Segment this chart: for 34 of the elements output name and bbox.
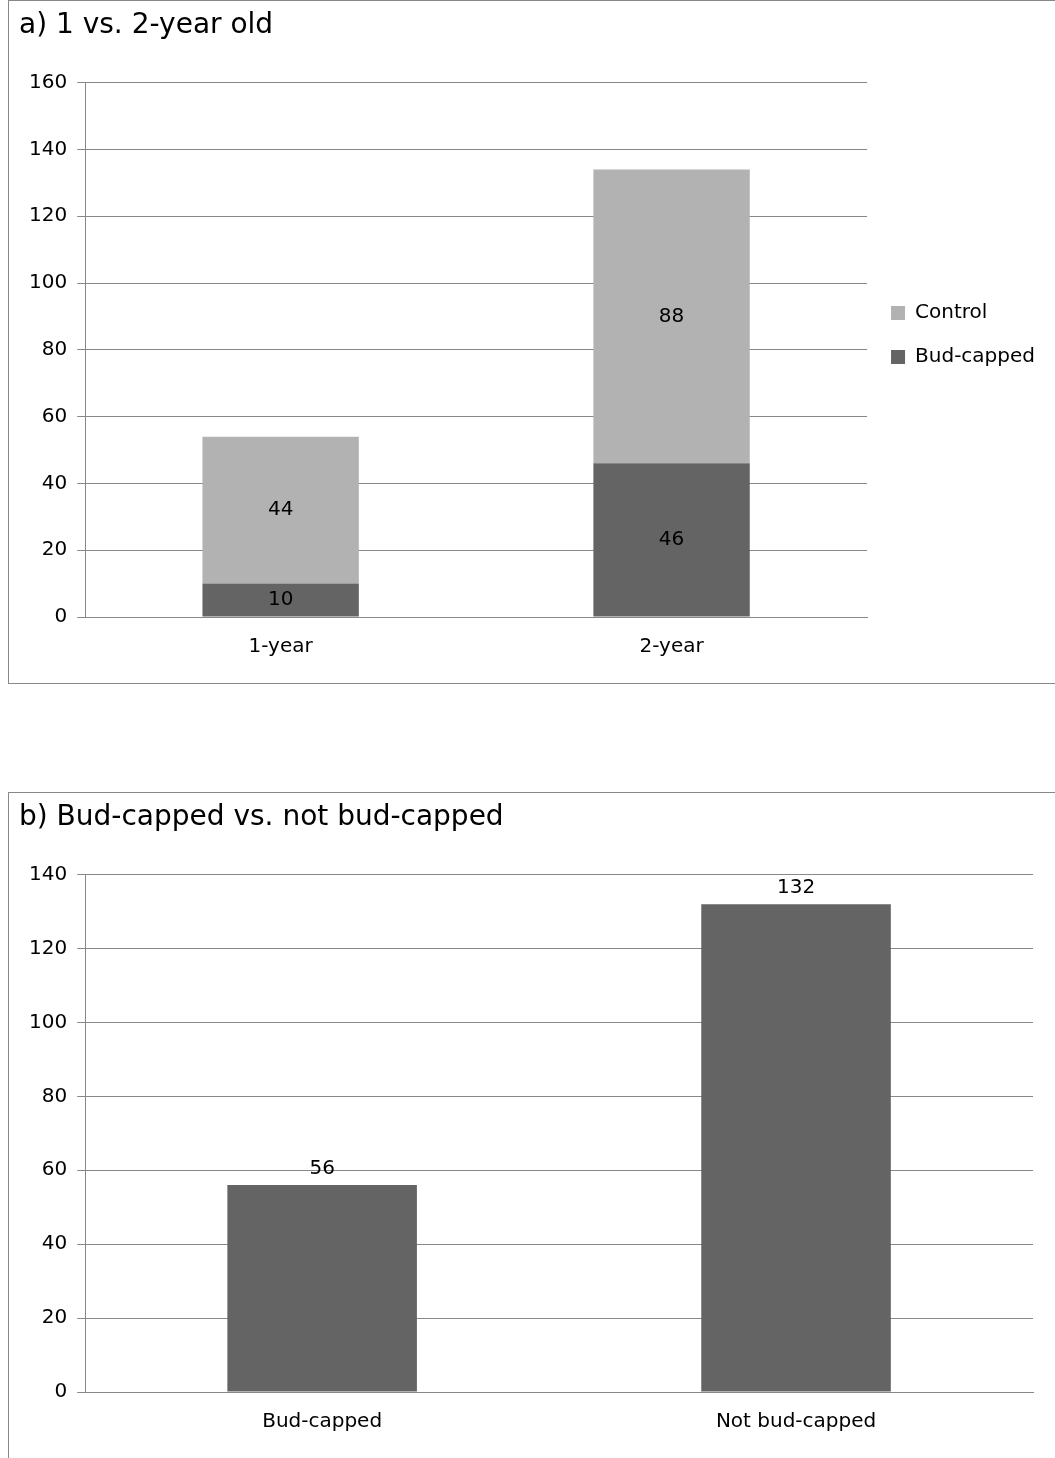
y-tick-label: 0	[54, 1378, 68, 1403]
y-tick-label: 120	[28, 934, 68, 959]
y-tick-label: 100	[28, 269, 68, 294]
y-tick-label: 100	[28, 1008, 68, 1033]
data-label: 88	[658, 302, 685, 327]
bar	[202, 436, 359, 584]
chart-title: a) 1 vs. 2-year old	[19, 7, 274, 41]
bar	[593, 463, 750, 617]
y-tick-label: 80	[41, 1082, 68, 1107]
x-tick-label: Not bud-capped	[715, 1408, 877, 1433]
bar	[202, 583, 359, 617]
legend-label: Bud-capped	[915, 343, 1035, 368]
chart-title: b) Bud-capped vs. not bud-capped	[19, 799, 504, 833]
y-tick-label: 160	[28, 68, 68, 93]
y-tick-label: 40	[41, 469, 68, 494]
data-label: 44	[267, 496, 294, 521]
y-tick-label: 140	[28, 135, 68, 160]
y-tick-label: 40	[41, 1230, 68, 1255]
y-tick-label: 60	[41, 1156, 68, 1181]
bar	[593, 169, 750, 464]
y-tick-label: 0	[54, 603, 68, 628]
data-label: 10	[267, 586, 294, 611]
legend-label: Control	[915, 299, 988, 324]
y-tick-label: 60	[41, 402, 68, 427]
data-label: 132	[776, 874, 816, 899]
y-tick-label: 80	[41, 336, 68, 360]
y-tick-label: 20	[41, 536, 68, 561]
data-label: 46	[658, 526, 685, 551]
data-label: 56	[309, 1155, 335, 1180]
y-tick-label: 20	[41, 1304, 68, 1329]
y-tick-label: 140	[28, 860, 68, 885]
y-tick-label: 120	[28, 202, 68, 227]
x-tick-label: 1-year	[248, 633, 314, 658]
x-tick-label: 2-year	[639, 633, 705, 658]
